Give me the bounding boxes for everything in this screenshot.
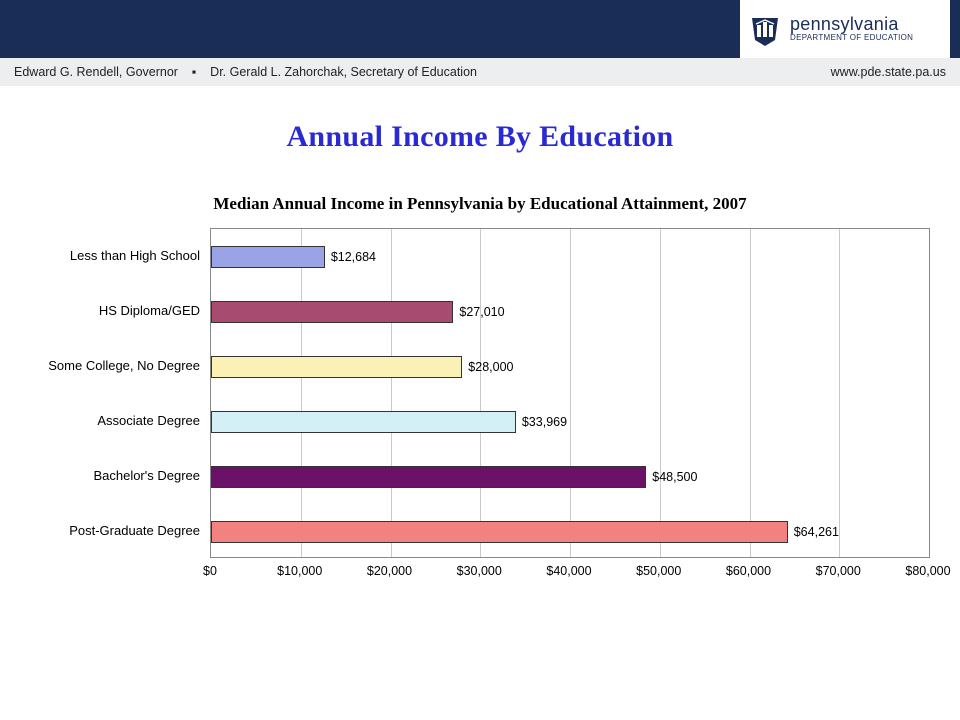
bar-row: $33,969 xyxy=(211,411,567,433)
x-tick-label: $20,000 xyxy=(367,564,412,578)
bar-value-label: $33,969 xyxy=(522,415,567,429)
grid-line xyxy=(570,229,571,557)
x-tick-label: $30,000 xyxy=(457,564,502,578)
sub-right: www.pde.state.pa.us xyxy=(831,65,946,79)
bar-row: $12,684 xyxy=(211,246,376,268)
bar-value-label: $12,684 xyxy=(331,250,376,264)
sub-left: Edward G. Rendell, Governor ▪ Dr. Gerald… xyxy=(14,65,477,79)
bar xyxy=(211,356,462,378)
chart-area: Less than High School HS Diploma/GED Som… xyxy=(30,228,930,558)
bar xyxy=(211,521,788,543)
bar-value-label: $64,261 xyxy=(794,525,839,539)
y-label: Less than High School xyxy=(30,228,210,283)
keystone-icon xyxy=(748,10,782,48)
bar-row: $27,010 xyxy=(211,301,505,323)
bar xyxy=(211,246,325,268)
bar-value-label: $28,000 xyxy=(468,360,513,374)
plot-area: $12,684 $27,010 $28,000 $33,969 $48,500 $64,2… xyxy=(210,228,930,558)
x-axis: $0$10,000$20,000$30,000$40,000$50,000$60… xyxy=(210,558,930,582)
logo: pennsylvania DEPARTMENT OF EDUCATION xyxy=(740,0,950,58)
grid-line xyxy=(480,229,481,557)
y-label: Some College, No Degree xyxy=(30,338,210,393)
x-tick-label: $50,000 xyxy=(636,564,681,578)
bar xyxy=(211,466,646,488)
y-label: HS Diploma/GED xyxy=(30,283,210,338)
bar-value-label: $27,010 xyxy=(459,305,504,319)
bar xyxy=(211,411,516,433)
x-tick-label: $70,000 xyxy=(816,564,861,578)
logo-sub: DEPARTMENT OF EDUCATION xyxy=(790,34,913,42)
grid-line xyxy=(750,229,751,557)
grid-line xyxy=(839,229,840,557)
chart-title: Median Annual Income in Pennsylvania by … xyxy=(30,194,930,214)
chart: Median Annual Income in Pennsylvania by … xyxy=(30,194,930,582)
y-axis-labels: Less than High School HS Diploma/GED Som… xyxy=(30,228,210,558)
bar-value-label: $48,500 xyxy=(652,470,697,484)
sub-header: Edward G. Rendell, Governor ▪ Dr. Gerald… xyxy=(0,58,960,86)
y-label: Bachelor's Degree xyxy=(30,448,210,503)
x-tick-label: $80,000 xyxy=(905,564,950,578)
bar-row: $48,500 xyxy=(211,466,697,488)
y-label: Associate Degree xyxy=(30,393,210,448)
slide-title: Annual Income By Education xyxy=(0,120,960,154)
x-tick-label: $0 xyxy=(203,564,217,578)
logo-text: pennsylvania DEPARTMENT OF EDUCATION xyxy=(790,15,913,42)
x-tick-label: $10,000 xyxy=(277,564,322,578)
bar xyxy=(211,301,453,323)
x-tick-label: $40,000 xyxy=(546,564,591,578)
y-label: Post-Graduate Degree xyxy=(30,503,210,558)
header-band: pennsylvania DEPARTMENT OF EDUCATION xyxy=(0,0,960,58)
bar-row: $64,261 xyxy=(211,521,839,543)
bar-row: $28,000 xyxy=(211,356,513,378)
logo-main: pennsylvania xyxy=(790,15,913,34)
x-tick-label: $60,000 xyxy=(726,564,771,578)
grid-line xyxy=(391,229,392,557)
grid-line xyxy=(660,229,661,557)
grid-line xyxy=(301,229,302,557)
